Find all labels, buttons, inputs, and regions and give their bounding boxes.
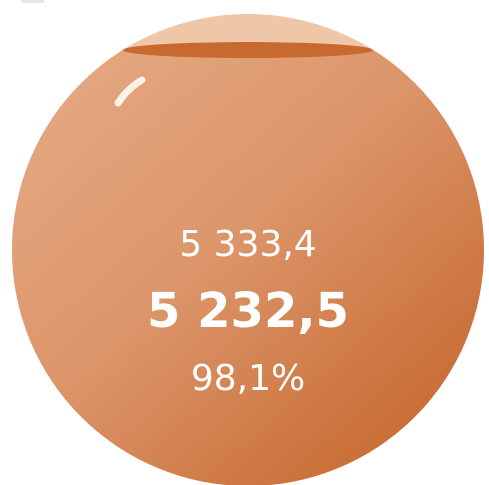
target-label: 5 333,4 (179, 224, 316, 265)
actual-label: 5 232,5 (147, 283, 349, 339)
liquid-fill (0, 50, 489, 485)
corner-mark (22, 0, 44, 3)
gauge-chart: 5 333,4 5 232,5 98,1% (0, 0, 489, 485)
percent-label: 98,1% (191, 358, 305, 399)
liquid-surface (123, 42, 374, 58)
